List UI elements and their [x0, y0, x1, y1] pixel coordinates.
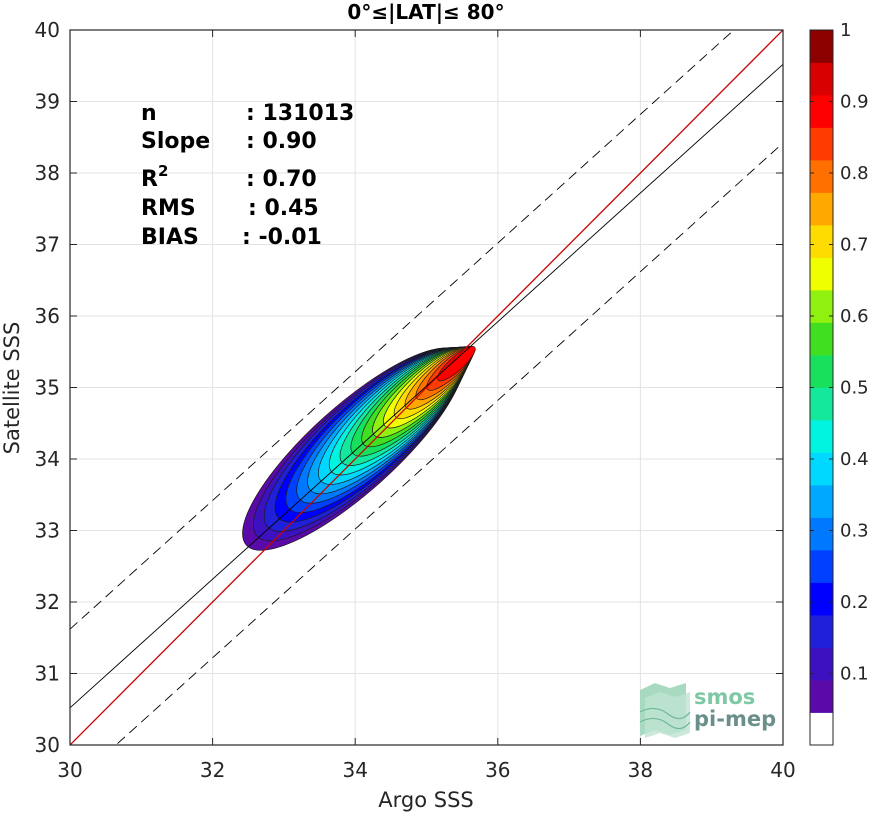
reference-line-fit [70, 63, 783, 709]
colorbar-band [810, 680, 833, 713]
x-axis-label: Argo SSS [378, 788, 473, 812]
stat-value: : 0.70 [246, 167, 317, 192]
colorbar-tick-label: 0.4 [840, 449, 869, 470]
x-axis-ticks: 30 32 34 36 38 40 [57, 30, 796, 782]
y-axis-ticks: 30 31 32 33 34 35 36 37 38 39 40 [35, 18, 783, 757]
colorbar-ticks: 0.1 0.2 0.3 0.4 0.5 0.6 0.7 0.8 0.9 1 [810, 20, 869, 685]
reference-lines [70, 30, 783, 745]
colorbar-band [810, 95, 833, 128]
y-tick-label: 33 [35, 519, 60, 543]
colorbar-band [810, 355, 833, 388]
colorbar-tick-label: 0.9 [840, 92, 869, 113]
colorbar-band [810, 192, 833, 226]
colorbar-band [810, 127, 833, 161]
colorbar-tick-label: 0.1 [840, 664, 869, 685]
stat-value: : 0.90 [246, 129, 317, 154]
stat-label: Slope [141, 129, 210, 154]
colorbar-tick-label: 0.5 [840, 378, 869, 399]
colorbar-band [810, 647, 833, 681]
colorbar-tick-label: 1 [840, 20, 851, 41]
colorbar-band [810, 30, 833, 63]
colorbar-band [810, 160, 833, 193]
colorbar-tick-label: 0.7 [840, 235, 869, 256]
y-tick-label: 36 [35, 304, 60, 328]
colorbar-band [810, 550, 833, 583]
y-tick-label: 38 [35, 161, 60, 185]
y-axis-label: Satellite SSS [0, 322, 24, 455]
logo-line2: pi-mep [694, 707, 776, 731]
x-tick-label: 30 [57, 758, 82, 782]
grid-lines [69, 29, 784, 746]
colorbar-band [810, 582, 833, 616]
density-contour [437, 346, 476, 382]
colorbar-band [810, 290, 833, 323]
x-tick-label: 38 [628, 758, 653, 782]
colorbar-tick-label: 0.6 [840, 306, 869, 327]
x-tick-label: 40 [770, 758, 795, 782]
colorbar [809, 29, 834, 746]
stat-label: RMS [141, 196, 196, 221]
stat-label: BIAS [141, 225, 199, 250]
stat-value: : 131013 [246, 101, 354, 126]
y-tick-label: 39 [35, 90, 60, 114]
y-tick-label: 35 [35, 376, 60, 400]
colorbar-band [810, 517, 833, 551]
x-tick-label: 34 [342, 758, 367, 782]
colorbar-band [810, 322, 833, 356]
colorbar-tick-label: 0.3 [840, 521, 869, 542]
colorbar-band [810, 452, 833, 486]
colorbar-tick-label: 0.8 [840, 163, 869, 184]
y-tick-label: 37 [35, 233, 60, 257]
stat-value: : -0.01 [242, 225, 322, 250]
colorbar-band [810, 225, 833, 258]
chart-title: 0°≤|LAT|≤ 80° [347, 0, 504, 24]
reference-line-identity [70, 30, 783, 745]
colorbar-band [810, 257, 833, 291]
logo-wave-icon [639, 683, 691, 738]
colorbar-band [810, 485, 833, 518]
stat-label: n [141, 101, 157, 126]
x-tick-label: 32 [200, 758, 225, 782]
x-tick-label: 36 [485, 758, 510, 782]
stat-value: : 0.45 [248, 196, 319, 221]
y-tick-label: 30 [35, 733, 60, 757]
colorbar-band [810, 420, 833, 453]
y-tick-label: 31 [35, 662, 60, 686]
stat-label-superscript: 2 [158, 162, 168, 180]
logo-line1: smos [694, 685, 755, 709]
y-tick-label: 40 [35, 18, 60, 42]
reference-line-fit-plus-bound [70, 30, 735, 630]
y-tick-label: 34 [35, 447, 60, 471]
smos-pi-mep-logo: smos pi-mep [639, 683, 776, 738]
colorbar-tick-label: 0.2 [840, 592, 869, 613]
colorbar-band [810, 387, 833, 421]
colorbar-band [810, 62, 833, 96]
colorbar-band [810, 615, 833, 648]
reference-line-fit-minus-bound [115, 142, 783, 745]
y-tick-label: 32 [35, 590, 60, 614]
colorbar-band [810, 712, 833, 746]
